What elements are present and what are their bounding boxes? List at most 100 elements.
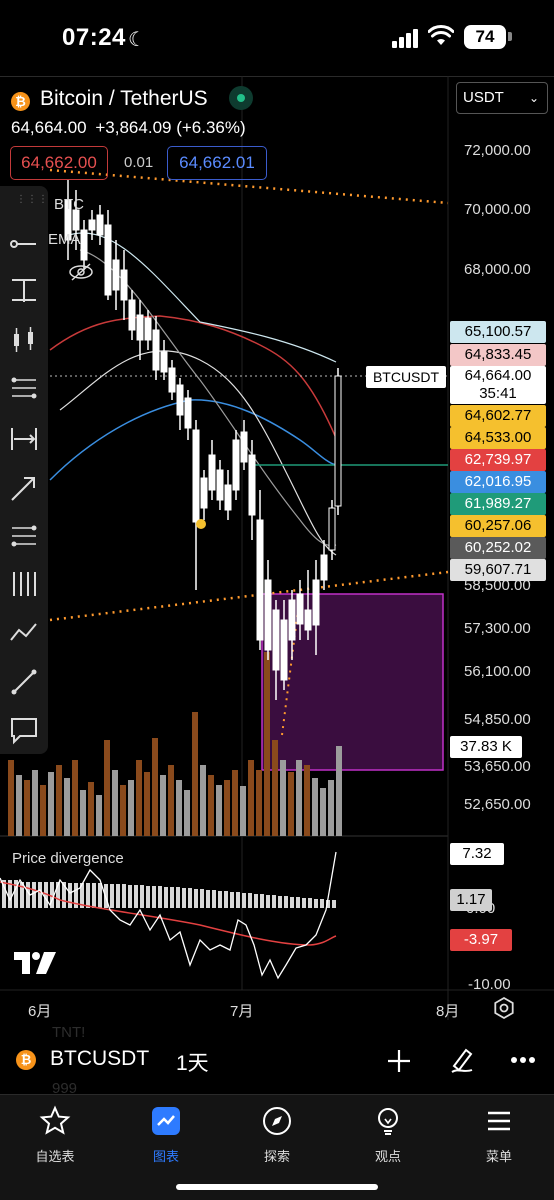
volume-bars bbox=[8, 652, 342, 836]
gann-fan-tool-icon[interactable] bbox=[8, 568, 40, 600]
currency-value: USDT bbox=[463, 89, 504, 106]
price-tag: 64,833.45 bbox=[450, 344, 546, 366]
spread-value: 0.01 bbox=[124, 154, 154, 171]
nav-label: 观点 bbox=[374, 1149, 401, 1164]
drag-handle-icon[interactable]: ⋮⋮⋮ bbox=[16, 194, 49, 205]
price-tick: 72,000.00 bbox=[464, 142, 531, 159]
countdown-timer: 35:41 bbox=[479, 385, 517, 402]
path-tool-icon[interactable] bbox=[8, 616, 40, 648]
legend-ema: EMA bbox=[48, 231, 81, 248]
signal-icon bbox=[392, 28, 420, 48]
price-tag: 60,257.06 bbox=[450, 515, 546, 537]
status-bar: 07:24 ☾ 74 bbox=[0, 0, 554, 76]
marker-dot bbox=[196, 519, 206, 529]
price-tag: 61,989.27 bbox=[450, 493, 546, 515]
ema-white-line bbox=[59, 350, 337, 556]
interval-selector[interactable]: 1天 bbox=[176, 1052, 209, 1075]
ghost-text: 999 bbox=[52, 1080, 78, 1097]
price-tag: 59,607.71 bbox=[450, 559, 546, 581]
time-label: 8月 bbox=[436, 1003, 460, 1020]
buy-price-button[interactable]: 64,662.01 bbox=[167, 146, 267, 180]
drawing-toolbar: ⋮⋮⋮ bbox=[0, 186, 48, 754]
volume-tag: 37.83 K bbox=[450, 736, 522, 758]
price-change: +3,864.09 (+6.36%) bbox=[95, 118, 246, 137]
price-tag: 65,100.57 bbox=[450, 321, 546, 343]
bottom-navigation: 自选表 图表 探索 观点 菜单 bbox=[0, 1094, 554, 1200]
plus-icon[interactable] bbox=[386, 1048, 412, 1074]
compass-icon bbox=[263, 1107, 291, 1135]
nav-explore[interactable]: 探索 bbox=[237, 1105, 317, 1165]
indicator-tick: -10.00 bbox=[468, 976, 511, 993]
indicator-divergence-line bbox=[0, 851, 337, 980]
sell-price-button[interactable]: 64,662.00 bbox=[10, 146, 108, 180]
price-tag: 64,533.00 bbox=[450, 427, 546, 449]
comment-tool-icon[interactable] bbox=[8, 714, 40, 746]
demand-zone bbox=[261, 593, 444, 771]
ema-grey-line bbox=[79, 249, 337, 547]
ema-red-line bbox=[49, 315, 337, 439]
nav-label: 探索 bbox=[263, 1149, 290, 1164]
candles-tool-icon[interactable] bbox=[8, 324, 40, 356]
price-tick: 70,000.00 bbox=[464, 201, 531, 218]
last-price: 64,664.00 bbox=[11, 118, 87, 137]
lightbulb-icon bbox=[378, 1108, 398, 1135]
battery-cap bbox=[508, 32, 512, 41]
indicator-signal-line bbox=[0, 881, 337, 946]
pitchfork-tool-icon[interactable] bbox=[8, 520, 40, 552]
tradingview-logo-icon bbox=[14, 952, 56, 974]
chart-icon bbox=[152, 1107, 180, 1135]
currency-select[interactable]: USDT ⌄ bbox=[456, 82, 548, 114]
fib-retracement-tool-icon[interactable] bbox=[8, 372, 40, 404]
symbol-selector[interactable]: BTCUSDT bbox=[50, 1047, 150, 1070]
bitcoin-logo-icon: ₿ bbox=[11, 92, 30, 111]
price-tick: 54,850.00 bbox=[464, 711, 531, 728]
nav-chart[interactable]: 图表 bbox=[126, 1105, 206, 1165]
symbol-line-label: BTCUSDT bbox=[366, 366, 446, 388]
status-time: 07:24 bbox=[62, 24, 126, 51]
star-icon bbox=[39, 1105, 71, 1135]
chart-settings-icon[interactable] bbox=[492, 996, 516, 1020]
trendline-tool-icon[interactable] bbox=[8, 666, 40, 698]
wifi-icon bbox=[428, 25, 454, 45]
price-tag: 60,252.02 bbox=[450, 537, 546, 559]
ema-light-line bbox=[65, 232, 337, 363]
indicator-title[interactable]: Price divergence bbox=[12, 850, 124, 867]
ghost-text: TNT! bbox=[52, 1024, 86, 1041]
legend-btc: BTC bbox=[54, 196, 84, 213]
price-tick: 68,000.00 bbox=[464, 261, 531, 278]
price-tick: 57,300.00 bbox=[464, 620, 531, 637]
nav-label: 自选表 bbox=[35, 1149, 75, 1164]
market-status-icon[interactable] bbox=[229, 86, 253, 110]
candlesticks bbox=[64, 180, 342, 700]
vertical-line-tool-icon[interactable] bbox=[8, 274, 40, 306]
price-tag: 62,016.95 bbox=[450, 471, 546, 493]
moon-icon: ☾ bbox=[128, 29, 146, 51]
last-price-tag-value: 64,664.00 bbox=[464, 367, 532, 384]
nav-menu[interactable]: 菜单 bbox=[459, 1105, 539, 1165]
indicator-histogram bbox=[2, 880, 336, 908]
draw-pen-icon[interactable] bbox=[448, 1046, 476, 1074]
price-tick: 58,500.00 bbox=[464, 577, 531, 594]
bitcoin-logo-icon: ₿ bbox=[16, 1050, 36, 1070]
price-tick: 56,100.00 bbox=[464, 663, 531, 680]
time-label: 6月 bbox=[28, 1003, 52, 1020]
battery-indicator: 74 bbox=[464, 25, 506, 49]
horizontal-ray-tool-icon[interactable] bbox=[8, 228, 40, 260]
symbol-title[interactable]: Bitcoin / TetherUS bbox=[40, 87, 208, 110]
price-tag: 62,739.97 bbox=[450, 449, 546, 471]
time-label: 7月 bbox=[230, 1003, 254, 1020]
indicator-tag: -3.97 bbox=[450, 929, 512, 951]
more-icon[interactable] bbox=[510, 1056, 536, 1064]
price-summary: 64,664.00 +3,864.09 (+6.36%) bbox=[11, 118, 246, 138]
nav-ideas[interactable]: 观点 bbox=[348, 1105, 428, 1165]
nav-watchlist[interactable]: 自选表 bbox=[15, 1105, 95, 1165]
nav-label: 图表 bbox=[152, 1149, 179, 1164]
price-chart[interactable] bbox=[0, 0, 554, 1040]
arrow-tool-icon[interactable] bbox=[8, 472, 40, 504]
date-range-tool-icon[interactable] bbox=[8, 422, 40, 454]
eye-hidden-icon[interactable] bbox=[68, 262, 94, 282]
menu-icon bbox=[488, 1111, 510, 1131]
home-indicator[interactable] bbox=[176, 1184, 378, 1190]
price-tick: 53,650.00 bbox=[464, 758, 531, 775]
price-tick: 52,650.00 bbox=[464, 796, 531, 813]
